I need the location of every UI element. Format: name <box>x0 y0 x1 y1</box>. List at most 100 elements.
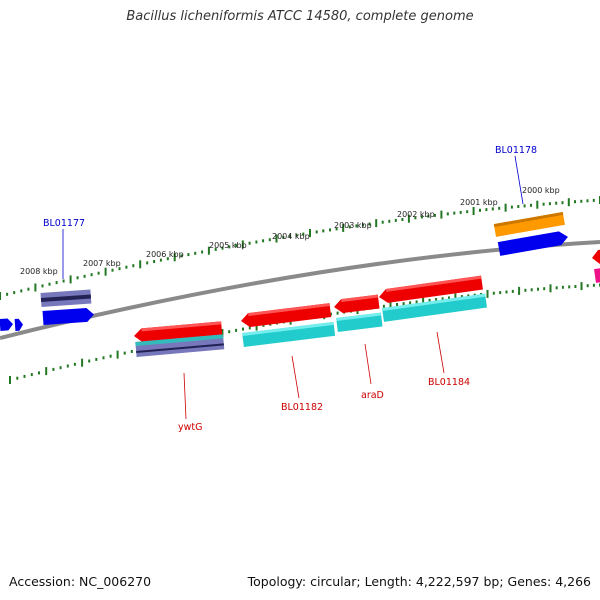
minor-tick <box>561 201 564 205</box>
gene-feature-bl01182 <box>242 321 336 347</box>
minor-tick <box>109 354 112 358</box>
cds-forward-feature <box>0 318 13 331</box>
major-tick <box>422 297 425 306</box>
minor-tick <box>59 366 62 370</box>
minor-tick <box>548 202 551 206</box>
major-tick <box>9 376 11 384</box>
minor-tick <box>530 288 533 292</box>
minor-tick <box>95 357 98 361</box>
minor-tick <box>201 250 204 254</box>
gene-label-bl01177: BL01177 <box>43 218 85 229</box>
minor-tick <box>336 311 339 315</box>
minor-tick <box>6 292 9 296</box>
minor-tick <box>62 279 65 283</box>
minor-tick <box>166 257 169 261</box>
minor-tick <box>102 356 105 360</box>
minor-tick <box>441 297 444 301</box>
minor-tick <box>428 298 431 302</box>
gene-feature-bl01178 <box>493 211 565 237</box>
minor-tick <box>282 235 285 239</box>
minor-tick <box>315 230 318 234</box>
minor-tick <box>448 296 450 300</box>
minor-tick <box>414 216 417 220</box>
minor-tick <box>55 281 58 285</box>
minor-tick <box>523 204 526 208</box>
minor-tick <box>83 274 86 278</box>
minor-tick <box>505 290 508 294</box>
gene-feature-arad <box>336 312 383 332</box>
gene-feature-ywtg <box>135 334 225 357</box>
minor-tick <box>228 245 231 249</box>
minor-tick <box>130 350 133 353</box>
major-tick <box>241 240 244 249</box>
minor-tick <box>146 261 149 265</box>
gene-label-leaders <box>62 155 524 420</box>
major-tick <box>139 260 142 269</box>
minor-tick <box>592 198 595 202</box>
minor-tick <box>48 282 51 286</box>
cds-reverse-feature <box>592 248 600 264</box>
minor-tick <box>30 373 33 377</box>
gene-label-arad: araD <box>361 390 384 401</box>
minor-tick <box>568 285 571 289</box>
minor-tick <box>492 291 495 295</box>
major-tick <box>221 329 224 337</box>
minor-tick <box>214 247 217 251</box>
major-tick <box>309 229 311 237</box>
minor-tick <box>90 273 93 277</box>
minor-tick <box>228 330 231 334</box>
minor-tick <box>329 228 331 232</box>
accession-text: Accession: NC_006270 <box>9 574 152 589</box>
minor-tick <box>262 323 265 327</box>
minor-tick <box>255 240 258 244</box>
scale-label: 2001 kbp <box>460 198 498 207</box>
minor-tick <box>111 268 114 272</box>
gene-labels: BL01177 BL01178 ywtG BL01182 araD BL0118… <box>43 145 537 433</box>
minor-tick <box>446 212 449 216</box>
minor-tick <box>88 359 91 363</box>
minor-tick <box>537 287 539 291</box>
cds-reverse-feature <box>334 294 380 313</box>
major-tick <box>567 198 570 207</box>
minor-tick <box>466 210 469 214</box>
minor-tick <box>302 232 305 236</box>
major-tick <box>104 267 107 276</box>
minor-tick <box>460 295 463 299</box>
minor-tick <box>394 218 397 222</box>
cds-reverse-feature <box>594 267 600 283</box>
major-tick <box>407 214 410 223</box>
scale-label: 2005 kbp <box>209 241 247 250</box>
feature-tracks <box>0 211 600 357</box>
major-tick <box>0 292 1 300</box>
minor-tick <box>542 202 545 206</box>
outer-scale-ticks <box>0 196 600 300</box>
major-tick <box>375 219 378 228</box>
minor-tick <box>543 287 546 291</box>
genome-summary-text: Topology: circular; Length: 4,222,597 bp… <box>247 574 591 589</box>
minor-tick <box>76 276 79 280</box>
minor-tick <box>73 362 76 366</box>
minor-tick <box>66 364 69 368</box>
cds-forward-feature <box>14 318 23 331</box>
minor-tick <box>194 251 197 255</box>
minor-tick <box>401 218 404 221</box>
major-tick <box>69 275 72 284</box>
minor-tick <box>580 199 583 203</box>
minor-tick <box>530 203 532 207</box>
minor-tick <box>433 213 436 217</box>
minor-tick <box>27 287 30 291</box>
major-tick <box>34 283 37 292</box>
scale-label: 2003 kbp <box>334 221 372 230</box>
minor-tick <box>586 284 589 288</box>
minor-tick <box>511 289 514 293</box>
minor-tick <box>329 312 332 316</box>
major-tick <box>472 207 475 215</box>
minor-tick <box>242 327 244 331</box>
minor-tick <box>20 289 23 293</box>
scale-label: 2007 kbp <box>83 259 121 268</box>
major-tick <box>116 350 119 359</box>
cds-reverse-feature <box>379 275 483 303</box>
minor-tick <box>524 288 527 292</box>
minor-tick <box>491 207 494 211</box>
